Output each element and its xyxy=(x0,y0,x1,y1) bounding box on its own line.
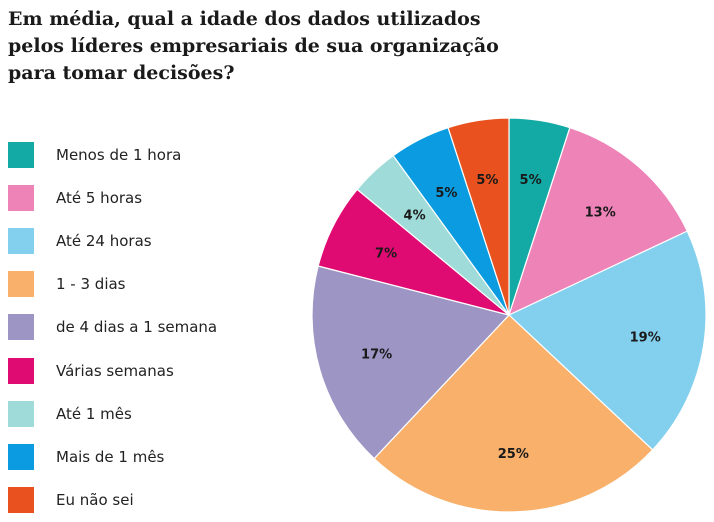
pie-slice xyxy=(447,117,510,316)
legend-swatch xyxy=(8,487,34,514)
legend-item: Várias semanas xyxy=(8,349,217,392)
legend-item: Menos de 1 hora xyxy=(8,133,217,176)
pie-value-label: 7% xyxy=(375,246,397,261)
legend-item: Até 5 horas xyxy=(8,176,217,219)
legend-label: Menos de 1 hora xyxy=(56,145,182,164)
legend-label: Mais de 1 mês xyxy=(56,447,165,466)
legend-item: de 4 dias a 1 semana xyxy=(8,306,217,349)
pie-value-label: 13% xyxy=(585,206,616,221)
legend-label: de 4 dias a 1 semana xyxy=(56,318,218,337)
chart-title: Em média, qual a idade dos dados utiliza… xyxy=(8,8,499,84)
pie-value-labels: 5% 13% 19% 25% 17% 7% 4% 5% 5% xyxy=(361,173,661,462)
legend-swatch xyxy=(8,227,34,254)
pie-value-label: 19% xyxy=(630,331,661,346)
legend-swatch xyxy=(8,400,34,427)
pie-value-label: 25% xyxy=(498,447,529,462)
legend-label: Até 24 horas xyxy=(56,231,152,250)
legend-swatch xyxy=(8,184,34,211)
legend-item: Eu não sei xyxy=(8,479,217,522)
pie-slice xyxy=(373,314,654,513)
legend-item: Até 24 horas xyxy=(8,219,217,262)
legend-label: Até 1 mês xyxy=(56,404,132,423)
legend-swatch xyxy=(8,314,34,341)
legend-item: 1 - 3 dias xyxy=(8,263,217,306)
pie-value-label: 4% xyxy=(404,209,426,224)
legend-label: Várias semanas xyxy=(56,361,174,380)
pie-value-label: 5% xyxy=(476,173,498,188)
legend-swatch xyxy=(8,271,34,298)
legend-label: Eu não sei xyxy=(56,491,134,510)
pie-slice xyxy=(508,126,689,317)
legend-label: 1 - 3 dias xyxy=(56,275,126,294)
pie-slices xyxy=(311,117,707,513)
pie-slice xyxy=(311,265,511,460)
legend-swatch xyxy=(8,141,34,168)
legend-item: Até 1 mês xyxy=(8,392,217,435)
pie-slice xyxy=(507,230,707,451)
pie-value-label: 17% xyxy=(361,348,392,363)
chart-legend: Menos de 1 hora Até 5 horas Até 24 horas 1 … xyxy=(8,133,217,522)
legend-swatch xyxy=(8,357,34,384)
legend-item: Mais de 1 mês xyxy=(8,435,217,478)
pie-value-label: 5% xyxy=(435,186,457,201)
pie-value-label: 5% xyxy=(520,173,542,188)
legend-label: Até 5 horas xyxy=(56,188,143,207)
legend-swatch xyxy=(8,443,34,470)
